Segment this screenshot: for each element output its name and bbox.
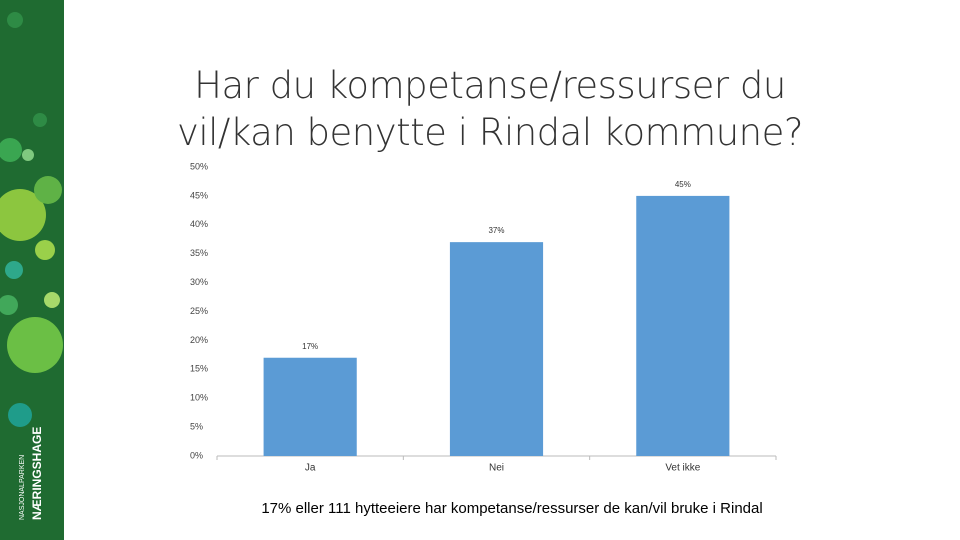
decor (33, 113, 47, 127)
value-label: 37% (488, 226, 504, 235)
y-tick-label: 0% (190, 450, 203, 460)
decor (44, 292, 60, 308)
decor (0, 189, 46, 241)
y-tick-label: 20% (190, 335, 208, 345)
y-tick-label: 25% (190, 306, 208, 316)
y-tick-label: 30% (190, 277, 208, 287)
value-label: 17% (302, 342, 318, 351)
bar (636, 195, 730, 456)
brand-small: NASJONALPARKEN (19, 455, 26, 520)
x-tick-label: Ja (305, 463, 316, 474)
decor (35, 240, 55, 260)
bar (449, 242, 544, 456)
y-tick-label: 45% (190, 190, 208, 200)
y-tick-label: 15% (190, 364, 208, 374)
decor (0, 295, 18, 315)
decor (7, 12, 23, 28)
y-tick-label: 35% (190, 248, 208, 258)
value-label: 45% (675, 180, 691, 189)
y-tick-label: 40% (190, 219, 208, 229)
x-tick-label: Vet ikke (665, 463, 700, 474)
footnote: 17% eller 111 hytteeiere har kompetanse/… (261, 500, 763, 517)
decor (5, 261, 23, 279)
decor (8, 403, 32, 427)
decor (0, 138, 22, 162)
y-tick-label: 5% (190, 421, 203, 431)
decor (22, 149, 34, 161)
bar (263, 357, 357, 456)
x-tick-label: Nei (489, 463, 504, 474)
brand: NÆRINGSHAGE (30, 427, 44, 520)
y-tick-label: 50% (190, 161, 208, 171)
y-tick-label: 10% (190, 393, 208, 403)
chart-title: Har du kompetanse/ressurser du vil/kan b… (176, 64, 804, 154)
sidebar: NASJONALPARKEN NÆRINGSHAGE (0, 0, 64, 540)
decor (7, 317, 63, 373)
decor (34, 176, 62, 204)
